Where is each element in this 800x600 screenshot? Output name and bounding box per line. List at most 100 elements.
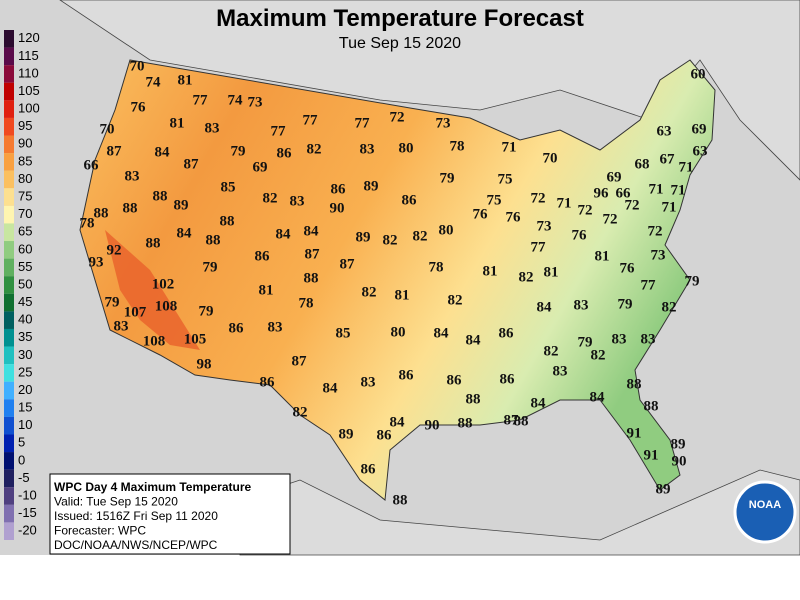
station-temp: 82 [293, 404, 308, 420]
station-temp: 82 [544, 343, 559, 359]
station-temp: 69 [692, 121, 707, 137]
station-temp: 87 [292, 353, 308, 369]
station-temp: 79 [105, 294, 120, 310]
station-temp: 88 [393, 492, 408, 508]
station-temp: 83 [641, 331, 656, 347]
station-temp: 75 [487, 192, 502, 208]
title: Maximum Temperature Forecast [216, 5, 584, 32]
legend-swatch [4, 381, 14, 400]
info-line: Forecaster: WPC [54, 524, 146, 538]
legend-label: -5 [18, 470, 30, 485]
station-temp: 81 [170, 115, 185, 131]
station-temp: 73 [651, 247, 666, 263]
station-temp: 83 [574, 297, 589, 313]
station-temp: 89 [671, 436, 686, 452]
info-line: Valid: Tue Sep 15 2020 [54, 495, 178, 509]
station-temp: 89 [356, 229, 371, 245]
station-temp: 82 [383, 232, 398, 248]
station-temp: 88 [123, 200, 138, 216]
station-temp: 79 [231, 143, 246, 159]
station-temp: 79 [618, 296, 633, 312]
legend-label: 60 [18, 241, 32, 256]
station-temp: 76 [572, 227, 588, 243]
station-temp: 71 [557, 195, 572, 211]
station-temp: 77 [193, 92, 209, 108]
station-temp: 76 [131, 99, 147, 115]
station-temp: 83 [114, 318, 129, 334]
legend-label: 40 [18, 312, 32, 327]
station-temp: 72 [648, 223, 663, 239]
station-temp: 82 [263, 190, 278, 206]
station-temp: 77 [355, 115, 371, 131]
station-temp: 89 [656, 481, 671, 497]
legend-swatch [4, 328, 14, 347]
noaa-logo [733, 480, 797, 544]
legend-swatch [4, 153, 14, 171]
station-temp: 84 [531, 395, 547, 411]
legend-label: 100 [18, 101, 40, 116]
legend-label: 30 [18, 347, 32, 362]
mexico [239, 469, 800, 556]
station-temp: 70 [543, 150, 558, 166]
legend-label: 105 [18, 83, 40, 98]
station-temp: 89 [364, 178, 379, 194]
station-temp: 74 [146, 74, 162, 90]
station-temp: 86 [499, 325, 515, 341]
station-temp: 88 [466, 391, 481, 407]
station-temp: 84 [304, 223, 320, 239]
color-legend: 1201151101051009590858075706560555045403… [4, 30, 40, 540]
station-temp: 71 [671, 182, 686, 198]
station-temp: 105 [184, 331, 207, 347]
legend-label: 5 [18, 435, 25, 450]
station-temp: 87 [340, 256, 356, 272]
station-temp: 85 [221, 179, 236, 195]
station-temp: 81 [259, 282, 274, 298]
legend-swatch [4, 30, 14, 48]
station-temp: 81 [178, 72, 193, 88]
station-temp: 77 [641, 277, 657, 293]
station-temp: 108 [155, 298, 178, 314]
station-temp: 80 [439, 222, 454, 238]
station-temp: 86 [331, 181, 347, 197]
legend-swatch [4, 82, 14, 101]
legend-label: 25 [18, 364, 32, 379]
station-temp: 88 [153, 188, 168, 204]
station-temp: 72 [578, 202, 593, 218]
station-temp: 85 [336, 325, 351, 341]
station-temp: 84 [323, 380, 339, 396]
station-temp: 91 [644, 447, 659, 463]
station-temp: 68 [635, 156, 650, 172]
station-temp: 81 [544, 264, 559, 280]
station-temp: 78 [450, 138, 465, 154]
station-temp: 82 [307, 141, 322, 157]
station-temp: 70 [130, 58, 145, 74]
legend-label: 20 [18, 382, 32, 397]
station-temp: 89 [339, 426, 354, 442]
station-temp: 88 [94, 205, 109, 221]
legend-swatch [4, 135, 14, 154]
station-temp: 91 [627, 425, 642, 441]
legend-swatch [4, 258, 14, 277]
station-temp: 75 [498, 171, 513, 187]
station-temp: 90 [425, 417, 440, 433]
station-temp: 81 [395, 287, 410, 303]
station-temp: 84 [590, 389, 606, 405]
station-temp: 72 [625, 197, 640, 213]
hot-region [105, 230, 200, 350]
station-temp: 82 [662, 299, 677, 315]
station-temp: 86 [399, 367, 415, 383]
legend-label: 120 [18, 30, 40, 45]
legend-label: 75 [18, 189, 32, 204]
us-land [79, 59, 716, 501]
legend-swatch [4, 469, 14, 488]
station-temp: 76 [473, 206, 489, 222]
station-temp: 88 [514, 413, 529, 429]
station-temp: 84 [466, 332, 482, 348]
station-temp: 86 [255, 248, 271, 264]
legend-label: 55 [18, 259, 32, 274]
legend-swatch [4, 170, 14, 189]
station-temp: 81 [483, 263, 498, 279]
station-temp: 78 [429, 259, 444, 275]
